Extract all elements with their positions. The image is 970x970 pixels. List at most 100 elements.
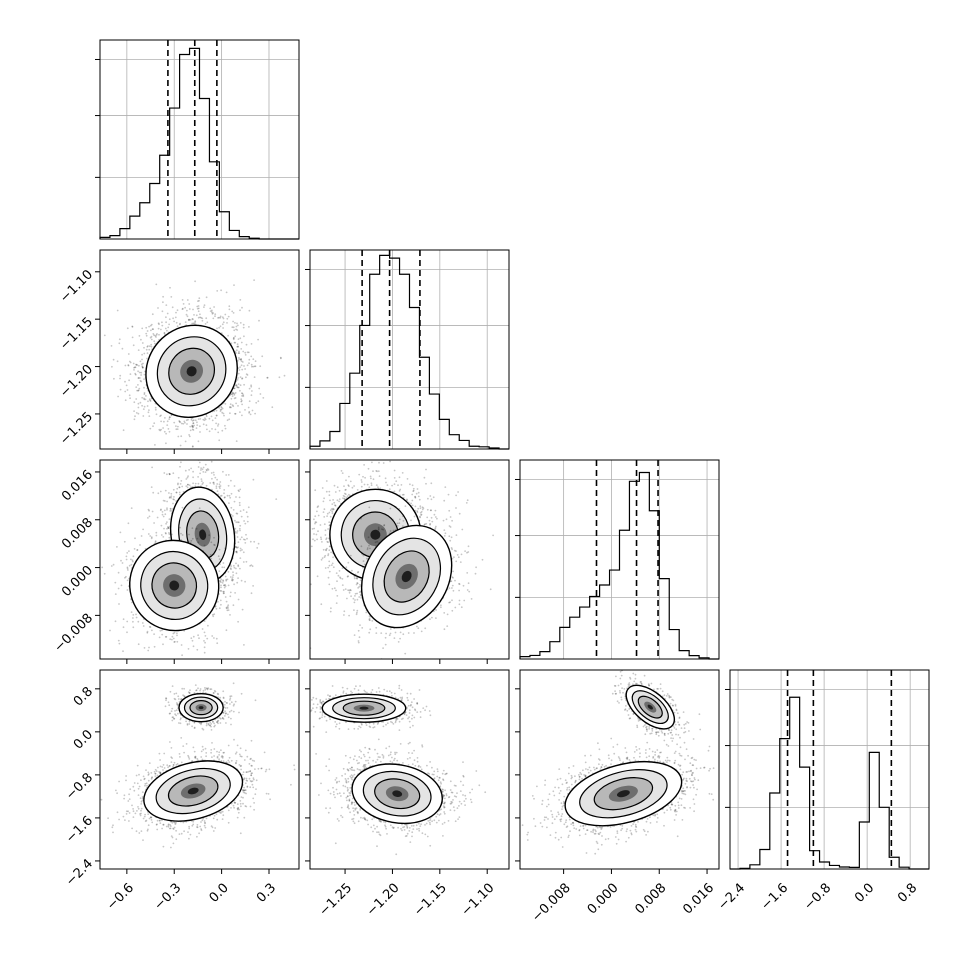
scatter-point bbox=[230, 342, 233, 345]
scatter-point bbox=[219, 487, 221, 490]
scatter-point bbox=[197, 300, 199, 302]
scatter-point bbox=[238, 490, 240, 493]
scatter-point bbox=[178, 323, 181, 326]
scatter-point bbox=[143, 393, 146, 396]
panel-frame bbox=[99, 249, 300, 450]
scatter-point bbox=[229, 614, 231, 616]
scatter-point bbox=[214, 476, 217, 479]
scatter-point bbox=[164, 513, 167, 516]
scatter-point bbox=[145, 334, 148, 337]
scatter-point bbox=[166, 521, 168, 523]
scatter-point bbox=[127, 550, 130, 552]
scatter-point bbox=[191, 318, 194, 320]
scatter-point bbox=[226, 609, 229, 612]
scatter-point bbox=[154, 335, 157, 337]
scatter-point bbox=[187, 418, 189, 421]
scatter-point bbox=[215, 422, 218, 425]
scatter-point bbox=[216, 478, 219, 481]
scatter-point bbox=[166, 424, 169, 426]
scatter-point bbox=[233, 397, 236, 400]
scatter-point bbox=[199, 431, 201, 433]
scatter-point bbox=[232, 312, 235, 314]
scatter-point bbox=[220, 603, 222, 606]
scatter-point bbox=[199, 316, 202, 319]
scatter-point bbox=[235, 546, 237, 548]
scatter-point bbox=[241, 377, 243, 380]
scatter-point bbox=[103, 572, 106, 575]
scatter-point bbox=[203, 651, 206, 654]
scatter-point bbox=[200, 467, 203, 469]
scatter-point bbox=[197, 476, 200, 478]
scatter-point bbox=[239, 384, 242, 387]
scatter-point bbox=[237, 386, 239, 389]
scatter-point bbox=[137, 402, 140, 405]
scatter-point bbox=[237, 324, 239, 327]
panel-frame bbox=[729, 669, 930, 870]
scatter-point bbox=[227, 334, 230, 337]
scatter-point bbox=[152, 328, 155, 330]
scatter-point bbox=[219, 495, 222, 497]
scatter-point bbox=[246, 537, 248, 540]
scatter-point bbox=[240, 515, 243, 518]
scatter-point bbox=[154, 408, 157, 411]
density-core bbox=[199, 529, 207, 540]
scatter-point bbox=[135, 412, 138, 414]
scatter-point bbox=[242, 350, 245, 353]
scatter-point bbox=[170, 510, 173, 512]
scatter-point bbox=[160, 414, 162, 417]
scatter-point bbox=[166, 527, 168, 530]
density-core bbox=[186, 366, 197, 377]
scatter-point bbox=[239, 358, 242, 361]
scatter-point bbox=[233, 387, 236, 390]
scatter-point bbox=[204, 417, 206, 419]
scatter-point bbox=[202, 471, 205, 473]
scatter-point bbox=[251, 365, 253, 368]
scatter-point bbox=[167, 326, 170, 329]
scatter-point bbox=[200, 469, 202, 471]
scatter-point bbox=[218, 439, 221, 442]
scatter-point bbox=[212, 471, 215, 474]
scatter-point bbox=[237, 338, 240, 340]
scatter-point bbox=[142, 362, 144, 365]
scatter-point bbox=[133, 401, 136, 404]
scatter-point bbox=[240, 400, 243, 403]
scatter-point bbox=[141, 396, 144, 399]
scatter-point bbox=[249, 413, 252, 416]
scatter-point bbox=[233, 341, 236, 344]
scatter-point bbox=[217, 423, 220, 426]
scatter-point bbox=[130, 507, 133, 509]
scatter-point bbox=[194, 453, 196, 455]
scatter-point bbox=[249, 565, 252, 567]
diagonal-panel-2 bbox=[515, 459, 720, 660]
scatter-point bbox=[207, 469, 210, 471]
scatter-point bbox=[156, 516, 159, 519]
scatter-point bbox=[262, 397, 265, 399]
scatter-point bbox=[176, 487, 179, 490]
scatter-point bbox=[229, 406, 231, 409]
scatter-point bbox=[212, 481, 215, 484]
scatter-point bbox=[197, 541, 200, 544]
scatter-point bbox=[238, 352, 241, 354]
scatter-point bbox=[124, 364, 127, 367]
scatter-point bbox=[181, 485, 184, 488]
scatter-point bbox=[248, 412, 251, 414]
scatter-point bbox=[139, 377, 141, 379]
scatter-point bbox=[219, 316, 222, 319]
scatter-point bbox=[242, 509, 245, 511]
scatter-point bbox=[250, 384, 253, 387]
scatter-point bbox=[224, 596, 227, 598]
scatter-point bbox=[199, 472, 202, 475]
scatter-point bbox=[233, 336, 235, 339]
scatter-point bbox=[185, 478, 188, 480]
scatter-point bbox=[207, 624, 209, 627]
scatter-point bbox=[223, 584, 225, 587]
scatter-point bbox=[190, 418, 193, 421]
scatter-point bbox=[177, 483, 179, 486]
scatter-point bbox=[215, 414, 218, 417]
scatter-point bbox=[111, 365, 113, 368]
scatter-point bbox=[141, 366, 144, 369]
scatter-point bbox=[158, 428, 161, 431]
scatter-point bbox=[189, 429, 192, 432]
scatter-point bbox=[250, 592, 253, 595]
scatter-point bbox=[151, 313, 154, 316]
